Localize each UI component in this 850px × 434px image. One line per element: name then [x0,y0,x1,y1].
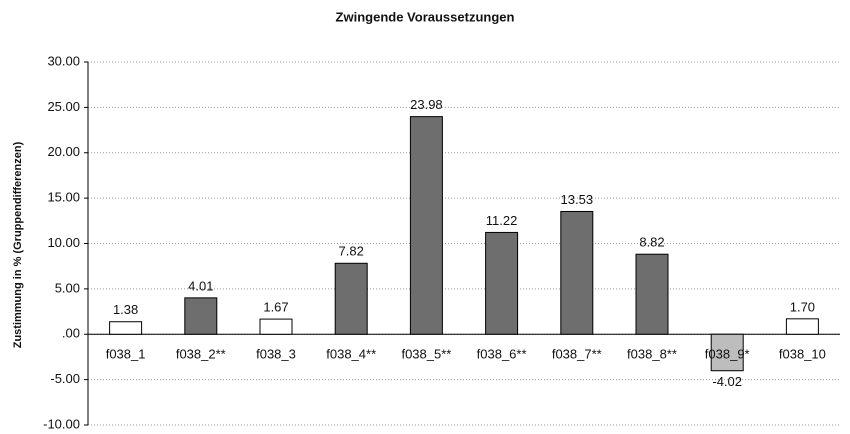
bar [485,231,519,335]
value-label: 23.98 [410,97,443,112]
bar [785,318,819,335]
value-label: 13.53 [561,192,594,207]
bar [560,210,594,335]
value-label: 1.67 [263,300,288,315]
value-label: 8.82 [639,235,664,250]
bar [109,321,143,335]
x-tick-label: f038_3 [256,347,296,362]
bar [184,297,218,335]
y-tick-label: -10.00 [43,416,80,431]
bar [259,318,293,335]
x-tick-label: f038_4** [326,347,376,362]
chart-title: Zwingende Voraussetzungen [336,9,515,24]
value-label: 7.82 [339,244,364,259]
x-tick-label: f038_6** [477,347,527,362]
x-tick-label: f038_1 [106,347,146,362]
x-tick-label: f038_10 [779,347,826,362]
value-label: 1.38 [113,302,138,317]
y-tick-label: 20.00 [47,144,80,159]
bar [409,116,443,335]
bar [635,253,669,335]
x-tick-label: f038_8** [627,347,677,362]
y-tick-label: 15.00 [47,190,80,205]
y-tick-label: 5.00 [55,280,80,295]
y-tick-label: 25.00 [47,99,80,114]
value-label: 11.22 [486,213,518,228]
value-label: 1.70 [790,299,815,314]
y-tick-label: 30.00 [47,53,80,68]
bar [710,333,744,372]
x-tick-label: f038_2** [176,347,226,362]
x-tick-label: f038_9* [705,347,750,362]
x-tick-label: f038_5** [401,347,451,362]
bar [334,262,368,335]
y-axis-label: Zustimmung in % (Gruppendifferenzen) [12,141,24,348]
y-tick-label: .00 [62,326,80,341]
value-label: -4.02 [712,374,742,389]
y-tick-label: -5.00 [50,371,80,386]
value-label: 4.01 [188,278,213,293]
x-tick-label: f038_7** [552,347,602,362]
y-tick-label: 10.00 [47,235,80,250]
